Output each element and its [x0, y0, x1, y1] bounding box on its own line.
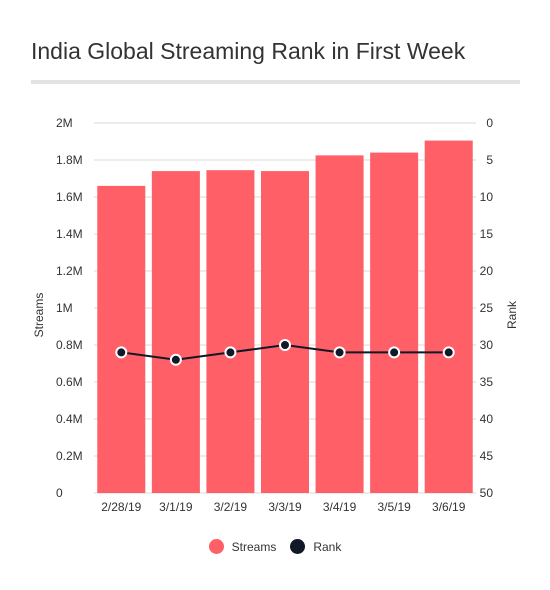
left-tick-label: 1.4M: [56, 227, 83, 241]
left-axis-label: Streams: [32, 293, 46, 338]
streams-bar: [260, 171, 310, 493]
x-tick-label: 3/2/19: [214, 500, 248, 514]
right-tick-label: 25: [480, 301, 494, 315]
rank-point: [442, 346, 455, 359]
streams-bar: [424, 140, 473, 493]
chart-legend: Streams Rank: [0, 539, 550, 554]
legend-item-streams: Streams: [208, 539, 277, 554]
streaming-rank-chart: 0 0.2M 0.4M 0.6M 0.8M 1M 1.2M 1.4M 1.6M 1.8M 2M 0 5…: [32, 116, 519, 514]
left-tick-label: 0: [56, 486, 63, 500]
right-tick-label: 20: [480, 264, 494, 278]
right-tick-label: 40: [480, 412, 494, 426]
right-tick-label: 15: [480, 227, 494, 241]
streams-bar: [97, 185, 146, 493]
legend-item-rank: Rank: [290, 539, 341, 554]
left-tick-label: 1.8M: [56, 153, 83, 167]
streams-bar: [315, 155, 364, 493]
left-tick-label: 1.6M: [56, 190, 83, 204]
legend-label-rank: Rank: [313, 539, 342, 554]
left-tick-label: 2M: [56, 116, 73, 130]
right-tick-label: 5: [486, 153, 493, 167]
x-tick-label: 2/28/19: [101, 500, 141, 514]
left-y-axis: 0 0.2M 0.4M 0.6M 0.8M 1M 1.2M 1.4M 1.6M 1.8M 2M: [56, 116, 83, 500]
left-tick-label: 1M: [56, 301, 73, 315]
streams-bar: [206, 170, 255, 494]
chart-title: India Global Streaming Rank in First Wee…: [31, 38, 466, 64]
x-tick-label: 3/1/19: [159, 500, 193, 514]
rank-point: [224, 346, 237, 359]
right-y-axis: 0 5 10 15 20 25 30 35 40 45 50: [480, 116, 494, 500]
rank-point: [169, 353, 182, 366]
left-tick-label: 1.2M: [56, 264, 83, 278]
streams-swatch: [208, 539, 224, 554]
rank-point: [388, 346, 401, 359]
right-tick-label: 10: [480, 190, 494, 204]
streams-bars: [97, 140, 473, 494]
rank-point: [279, 339, 291, 351]
left-tick-label: 0.8M: [56, 338, 83, 352]
rank-line: [115, 339, 455, 366]
title-divider: [31, 80, 520, 84]
right-tick-label: 50: [480, 486, 494, 500]
x-tick-label: 3/4/19: [323, 500, 357, 514]
right-tick-label: 35: [480, 375, 494, 389]
left-tick-label: 0.2M: [56, 449, 83, 463]
x-tick-label: 3/3/19: [268, 500, 302, 514]
streams-bar: [151, 171, 200, 493]
rank-swatch: [290, 539, 306, 554]
legend-label-streams: Streams: [231, 539, 277, 554]
x-tick-label: 3/5/19: [377, 500, 411, 514]
right-tick-label: 30: [480, 338, 494, 352]
right-tick-label: 0: [486, 116, 493, 130]
rank-point: [333, 346, 346, 359]
x-tick-label: 3/6/19: [432, 500, 466, 514]
rank-point: [115, 346, 128, 359]
right-tick-label: 45: [480, 449, 494, 463]
streams-bar: [370, 152, 419, 493]
right-axis-label: Rank: [505, 300, 519, 329]
x-axis: 2/28/19 3/1/19 3/2/19 3/3/19 3/4/19 3/5/19 3/6…: [101, 500, 465, 514]
left-tick-label: 0.6M: [56, 375, 83, 389]
left-tick-label: 0.4M: [56, 412, 83, 426]
